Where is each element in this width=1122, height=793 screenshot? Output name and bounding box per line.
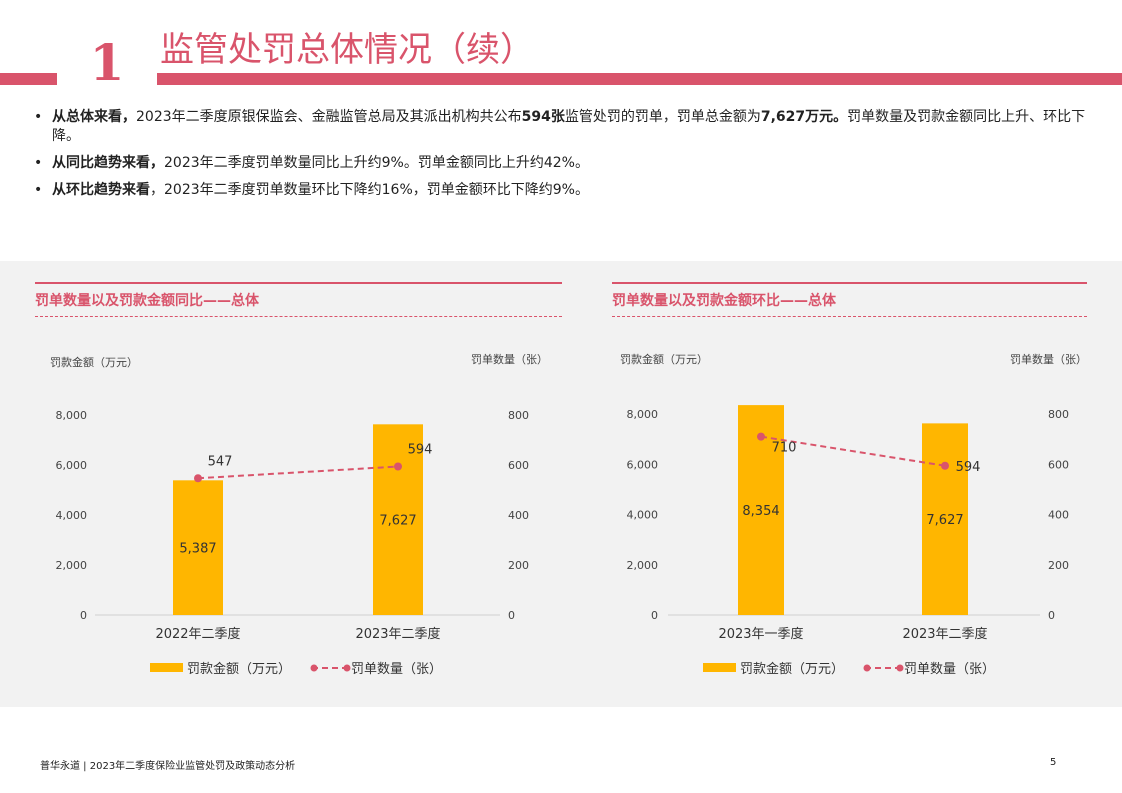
line-point	[194, 474, 202, 483]
bullet-text: 2023年二季度原银保监会、金融监管总局及其派出机构共公布	[136, 109, 522, 125]
bullet-emphasis: 从同比趋势来看，	[52, 155, 164, 171]
page-title: 监管处罚总体情况（续）	[160, 30, 534, 70]
y-axis-right-label: 罚单数量（张）	[1010, 353, 1087, 366]
y-tick-right: 200	[508, 559, 529, 572]
chart-panel-yoy: 罚单数量以及罚款金额同比——总体	[35, 282, 562, 692]
panel-dashed-rule	[612, 316, 1087, 317]
footer-source: 普华永道 | 2023年二季度保险业监管处罚及政策动态分析	[40, 761, 296, 772]
line-point	[394, 462, 402, 471]
y-tick-right: 400	[508, 509, 529, 522]
legend-swatch-bar	[150, 663, 183, 672]
bar-value-label: 7,627	[379, 514, 416, 529]
panel-top-rule	[35, 282, 562, 284]
section-number: 1	[89, 33, 125, 92]
y-axis-left-label: 罚款金额（万元）	[50, 355, 138, 369]
x-tick-label: 2022年二季度	[155, 626, 240, 642]
y-tick-left: 2,000	[56, 559, 88, 572]
y-tick-right: 200	[1048, 559, 1069, 572]
chart-title: 罚单数量以及罚款金额环比——总体	[612, 293, 836, 309]
line-value-label: 594	[408, 443, 433, 458]
y-tick-left: 0	[80, 609, 87, 622]
y-tick-left: 6,000	[56, 459, 88, 472]
line-point	[757, 432, 765, 441]
bullet-marker: •	[34, 182, 43, 198]
y-axis-left-label: 罚款金额（万元）	[620, 352, 708, 366]
x-tick-label: 2023年二季度	[355, 626, 440, 642]
line-value-label: 710	[772, 441, 797, 456]
legend-marker	[863, 664, 871, 672]
bullet-item: • 从环比趋势来看，2023年二季度罚单数量环比下降约16%，罚单金额环比下降约9…	[34, 181, 1094, 200]
x-tick-label: 2023年一季度	[718, 626, 803, 642]
line-value-label: 547	[208, 454, 233, 469]
bullet-item: • 从同比趋势来看，2023年二季度罚单数量同比上升约9%。罚单金额同比上升约42…	[34, 154, 1094, 173]
y-tick-left: 4,000	[627, 509, 659, 522]
line-point	[941, 461, 949, 470]
bullet-emphasis: 7,627万元。	[760, 109, 848, 125]
legend-label: 罚单数量（张）	[904, 662, 995, 677]
bullet-marker: •	[34, 109, 43, 125]
header-accent-bar-right	[157, 73, 1122, 85]
y-tick-right: 0	[1048, 609, 1055, 622]
bar	[173, 480, 223, 615]
y-tick-left: 2,000	[627, 559, 659, 572]
bar-value-label: 7,627	[926, 513, 963, 528]
legend-marker	[343, 664, 351, 672]
bullet-item: • 从总体来看，2023年二季度原银保监会、金融监管总局及其派出机构共公布594张…	[34, 108, 1094, 146]
y-tick-right: 400	[1048, 509, 1069, 522]
summary-bullets: • 从总体来看，2023年二季度原银保监会、金融监管总局及其派出机构共公布594张…	[34, 108, 1094, 208]
header-accent-bar-left	[0, 73, 57, 85]
y-tick-left: 8,000	[56, 409, 88, 422]
legend-label: 罚款金额（万元）	[187, 661, 291, 677]
legend-label: 罚单数量（张）	[351, 662, 442, 677]
y-tick-left: 0	[651, 609, 658, 622]
panel-top-rule	[612, 282, 1087, 284]
bullet-text: 监管处罚的罚单，罚单总金额为	[564, 109, 761, 125]
bar-value-label: 5,387	[179, 542, 216, 557]
bullet-text: ，2023年二季度罚单数量环比下降约16%，罚单金额环比下降约9%。	[150, 182, 589, 198]
y-axis-right-label: 罚单数量（张）	[471, 353, 548, 366]
page-number: 5	[1050, 757, 1057, 768]
legend-marker	[310, 664, 318, 672]
legend-swatch-bar	[703, 663, 736, 672]
y-tick-right: 0	[508, 609, 515, 622]
x-tick-label: 2023年二季度	[902, 626, 987, 642]
y-tick-right: 800	[1048, 408, 1069, 421]
line-value-label: 594	[956, 460, 981, 475]
legend-marker	[896, 664, 904, 672]
line-series	[760, 435, 946, 467]
bullet-emphasis: 从总体来看，	[52, 109, 136, 125]
y-tick-left: 6,000	[627, 458, 659, 471]
bar-value-label: 8,354	[742, 504, 779, 519]
panel-dashed-rule	[35, 316, 562, 317]
chart-panel-qoq: 罚单数量以及罚款金额环比——总体	[612, 282, 1087, 692]
y-tick-right: 800	[508, 409, 529, 422]
bullet-text: 罚单数量及罚款金额同比上升、环比下降。	[52, 109, 1086, 144]
bullet-emphasis: 594张	[521, 109, 565, 125]
y-tick-right: 600	[1048, 458, 1069, 471]
bullet-emphasis: 从环比趋势来看	[52, 182, 150, 198]
bar	[922, 423, 968, 615]
bar	[373, 424, 423, 615]
line-series	[197, 465, 399, 480]
chart-title: 罚单数量以及罚款金额同比——总体	[35, 293, 259, 309]
legend-label: 罚款金额（万元）	[740, 661, 844, 677]
y-tick-right: 600	[508, 459, 529, 472]
bullet-text: 2023年二季度罚单数量同比上升约9%。罚单金额同比上升约42%。	[164, 155, 589, 171]
bullet-marker: •	[34, 155, 43, 171]
y-tick-left: 4,000	[56, 509, 88, 522]
y-tick-left: 8,000	[627, 408, 659, 421]
